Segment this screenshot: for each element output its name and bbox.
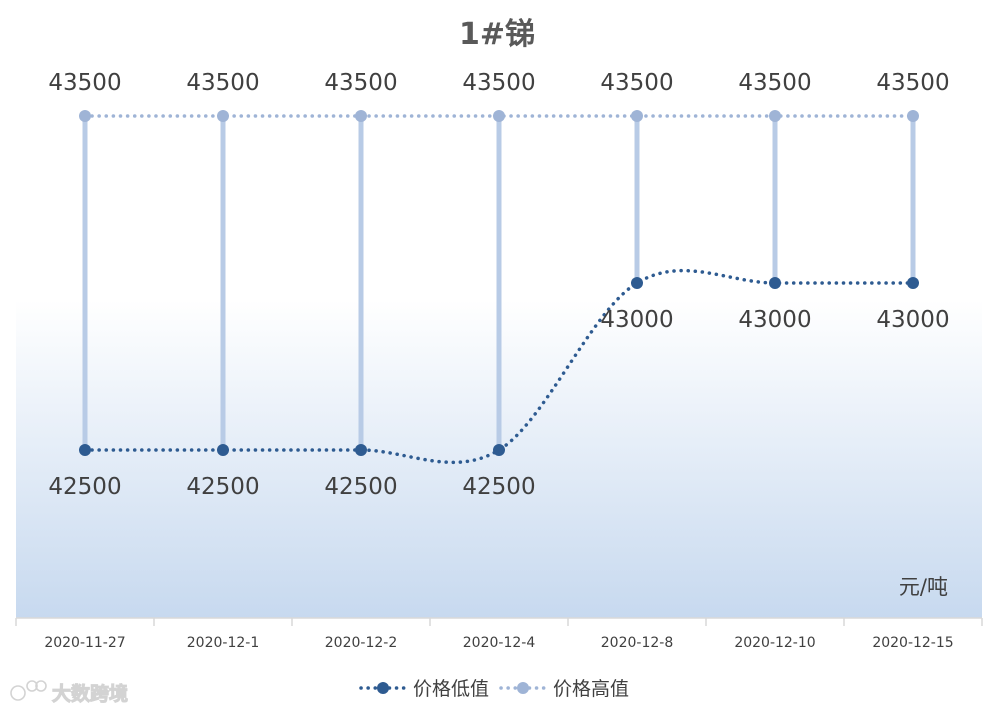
watermark-text: 大数跨境 bbox=[52, 682, 128, 705]
low-point[interactable] bbox=[355, 444, 367, 456]
high-point[interactable] bbox=[79, 110, 91, 122]
high-data-label: 43500 bbox=[324, 70, 397, 96]
unit-label: 元/吨 bbox=[899, 575, 948, 599]
low-data-label: 42500 bbox=[186, 474, 259, 500]
high-data-label: 43500 bbox=[876, 70, 949, 96]
watermark: 大数跨境 bbox=[10, 680, 129, 706]
low-data-label: 43000 bbox=[876, 307, 949, 333]
low-data-label: 43000 bbox=[600, 307, 673, 333]
legend-low-label: 价格低值 bbox=[413, 678, 489, 700]
data-labels: 43500 43500 43500 43500 43500 43500 43500 42500… bbox=[48, 70, 949, 500]
low-data-label: 42500 bbox=[462, 474, 535, 500]
high-data-label: 43500 bbox=[48, 70, 121, 96]
x-tick-label: 2020-12-2 bbox=[325, 635, 397, 651]
x-tick-label: 2020-12-1 bbox=[187, 635, 259, 651]
x-axis-ticks bbox=[15, 618, 983, 626]
legend-item-low[interactable]: 价格低值 bbox=[359, 678, 489, 700]
x-tick-label: 2020-12-8 bbox=[601, 635, 673, 651]
watermark-logo-icon bbox=[10, 680, 47, 701]
low-data-label: 43000 bbox=[738, 307, 811, 333]
high-point[interactable] bbox=[769, 110, 781, 122]
low-point[interactable] bbox=[769, 277, 781, 289]
low-point[interactable] bbox=[493, 444, 505, 456]
low-point[interactable] bbox=[79, 444, 91, 456]
legend-high-label: 价格高值 bbox=[553, 678, 629, 700]
high-point[interactable] bbox=[907, 110, 919, 122]
legend-high-marker-icon bbox=[517, 682, 529, 694]
x-tick-label: 2020-11-27 bbox=[44, 635, 125, 651]
series-markers bbox=[79, 110, 919, 456]
x-tick-label: 2020-12-10 bbox=[734, 635, 815, 651]
legend: 价格低值 价格高值 bbox=[359, 678, 629, 700]
chart-title: 1#锑 bbox=[459, 17, 535, 52]
high-point[interactable] bbox=[631, 110, 643, 122]
high-point[interactable] bbox=[493, 110, 505, 122]
low-point[interactable] bbox=[217, 444, 229, 456]
high-point[interactable] bbox=[355, 110, 367, 122]
x-tick-labels: 2020-11-27 2020-12-1 2020-12-2 2020-12-4 202… bbox=[44, 635, 953, 651]
legend-low-marker-icon bbox=[377, 682, 389, 694]
low-point[interactable] bbox=[907, 277, 919, 289]
high-point[interactable] bbox=[217, 110, 229, 122]
x-tick-label: 2020-12-4 bbox=[463, 635, 536, 651]
low-point[interactable] bbox=[631, 277, 643, 289]
low-data-label: 42500 bbox=[48, 474, 121, 500]
high-data-label: 43500 bbox=[738, 70, 811, 96]
high-low-lines bbox=[82, 116, 918, 450]
high-data-label: 43500 bbox=[462, 70, 535, 96]
x-tick-label: 2020-12-15 bbox=[872, 635, 953, 651]
legend-item-high[interactable]: 价格高值 bbox=[499, 678, 629, 700]
high-data-label: 43500 bbox=[186, 70, 259, 96]
low-data-label: 42500 bbox=[324, 474, 397, 500]
high-data-label: 43500 bbox=[600, 70, 673, 96]
